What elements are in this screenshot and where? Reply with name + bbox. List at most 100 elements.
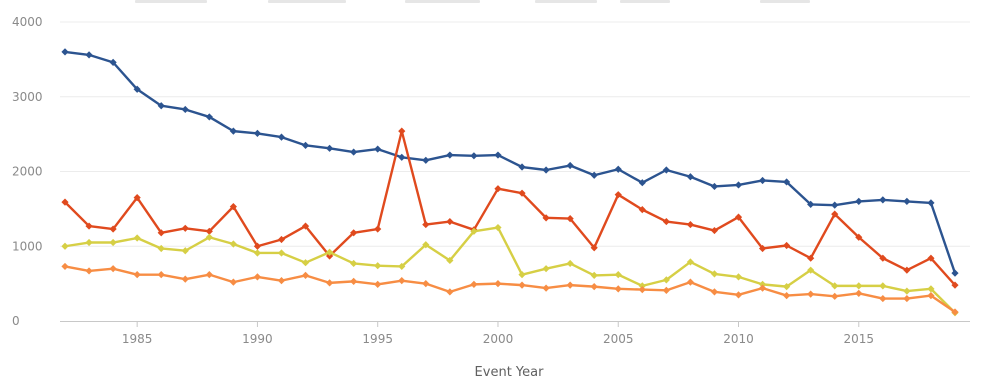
data-point [229, 127, 237, 135]
data-point [951, 281, 959, 289]
data-point [301, 271, 310, 279]
data-point [301, 222, 310, 230]
data-point [229, 240, 237, 248]
data-point [542, 166, 550, 174]
data-point [374, 280, 382, 288]
data-point [614, 165, 622, 173]
x-tick-label: 2010 [723, 332, 754, 346]
data-point [181, 275, 189, 283]
data-point [205, 271, 213, 279]
data-point [109, 225, 117, 233]
data-point [903, 266, 911, 274]
data-point [686, 220, 695, 229]
data-point [590, 244, 598, 252]
data-point [277, 249, 286, 257]
top-strip [535, 0, 597, 3]
top-strip [135, 0, 207, 3]
data-point [301, 259, 310, 267]
data-point [542, 265, 550, 273]
data-point [422, 156, 430, 164]
data-point [951, 308, 959, 316]
data-point [831, 201, 839, 209]
data-point [446, 256, 454, 265]
x-tick-label: 1990 [242, 332, 273, 346]
data-point [879, 254, 887, 262]
data-point [109, 238, 117, 247]
data-point [518, 281, 526, 289]
top-strip [620, 0, 670, 3]
data-point [374, 145, 382, 153]
data-point [662, 217, 670, 226]
data-point [927, 291, 935, 300]
data-point [494, 151, 502, 159]
x-axis-label: Event Year [475, 365, 545, 380]
data-point [85, 51, 93, 59]
y-tick-label: 4000 [12, 15, 43, 29]
data-point [157, 244, 165, 253]
data-point [758, 176, 767, 185]
data-point [710, 182, 719, 191]
data-point [927, 254, 935, 262]
data-point [807, 290, 815, 298]
x-tick-label: 2015 [844, 332, 875, 346]
data-point [686, 258, 695, 266]
data-point [325, 279, 334, 287]
data-point [109, 58, 117, 66]
data-point [157, 102, 165, 110]
data-point [855, 197, 863, 205]
data-point [374, 225, 382, 233]
data-point [422, 280, 430, 288]
data-point [470, 152, 478, 160]
data-point [470, 280, 478, 288]
data-point [783, 178, 791, 186]
data-point [783, 283, 791, 291]
data-point [903, 197, 911, 205]
data-point [470, 227, 478, 235]
data-point [85, 267, 93, 275]
data-point [903, 287, 911, 295]
data-point [350, 148, 358, 156]
data-point [638, 286, 646, 294]
data-point [638, 206, 646, 214]
data-point [879, 282, 887, 290]
data-point [133, 271, 141, 279]
data-point [350, 277, 358, 285]
data-point [927, 199, 935, 207]
data-point [710, 288, 719, 296]
data-point [181, 224, 189, 232]
data-point [325, 252, 334, 260]
x-axis: 1985 1990 1995 2000 2005 2010 2015 [60, 321, 970, 346]
data-point [422, 220, 430, 229]
data-point [253, 129, 262, 137]
data-point [638, 179, 646, 187]
data-point [205, 227, 213, 235]
data-point [325, 248, 334, 256]
data-point [301, 141, 310, 149]
data-point [85, 222, 93, 230]
data-point [734, 181, 743, 189]
data-point [807, 254, 815, 262]
data-point [614, 271, 622, 279]
data-point [229, 278, 237, 286]
data-point [374, 262, 382, 270]
data-point [446, 217, 454, 226]
data-point [398, 277, 406, 285]
series-line [63, 50, 957, 275]
data-point [542, 214, 550, 222]
data-point [855, 282, 863, 290]
data-point [518, 271, 526, 279]
data-point [181, 247, 189, 255]
data-point [205, 113, 213, 121]
data-point [85, 238, 93, 247]
data-point [662, 286, 670, 294]
data-point [855, 289, 863, 297]
data-point [903, 294, 911, 303]
data-point [734, 291, 743, 299]
data-point [133, 194, 141, 202]
x-tick-label: 1985 [122, 332, 153, 346]
data-point [566, 161, 574, 170]
data-point [494, 280, 502, 288]
data-point [566, 214, 574, 223]
data-point [398, 127, 406, 135]
